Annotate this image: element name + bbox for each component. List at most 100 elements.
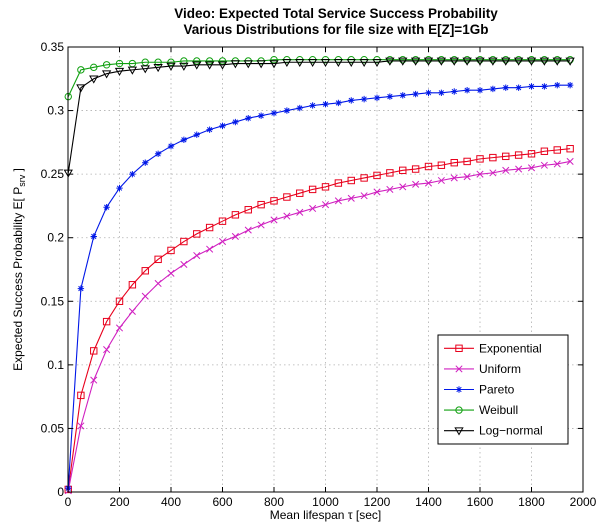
series-4 — [63, 57, 575, 178]
y-axis-label-end: ] — [11, 168, 25, 175]
data-point — [423, 57, 434, 66]
data-point — [348, 97, 355, 104]
data-point — [308, 185, 317, 194]
data-point — [218, 57, 227, 65]
data-point — [410, 57, 421, 66]
axis-ticks: 0 200 400 600 800 1000 1200 1400 1600 1800 2000 0 0.… — [41, 40, 597, 509]
legend-marker — [455, 344, 463, 353]
data-point — [154, 255, 162, 264]
data-point — [515, 165, 523, 173]
data-point — [296, 104, 303, 112]
data-point — [193, 230, 201, 238]
data-point — [231, 211, 240, 219]
data-point — [553, 146, 561, 154]
data-point — [501, 57, 511, 66]
data-point — [102, 61, 111, 69]
legend-entry: Exponential — [444, 341, 542, 355]
data-point — [128, 307, 136, 316]
data-point — [373, 188, 381, 196]
data-point — [244, 226, 252, 234]
data-point — [346, 58, 356, 68]
data-point — [502, 152, 510, 161]
x-tick-label: 1400 — [415, 495, 442, 509]
data-point — [307, 58, 318, 68]
data-point — [412, 180, 420, 188]
data-point — [515, 84, 522, 91]
data-point — [399, 92, 406, 99]
data-point — [232, 118, 239, 126]
data-point — [451, 88, 458, 95]
data-point — [115, 324, 124, 332]
data-point — [270, 56, 278, 64]
x-tick-label: 200 — [109, 495, 129, 509]
data-point — [411, 165, 420, 173]
data-point — [296, 208, 304, 216]
legend-marker — [455, 386, 463, 393]
data-point — [76, 84, 86, 93]
data-point — [399, 183, 407, 191]
data-point — [206, 245, 214, 253]
data-point — [449, 57, 459, 66]
data-point — [282, 58, 292, 68]
data-point — [489, 153, 497, 162]
data-point — [218, 217, 227, 225]
data-point — [103, 204, 110, 211]
data-point — [566, 145, 574, 153]
data-point — [140, 65, 150, 74]
data-point — [502, 166, 510, 174]
data-point — [386, 185, 394, 193]
data-point — [554, 81, 561, 89]
data-point — [167, 58, 175, 66]
data-point — [334, 179, 343, 187]
data-point — [90, 63, 98, 72]
data-point — [90, 233, 97, 240]
data-point — [128, 281, 137, 289]
y-tick-label: 0.35 — [41, 40, 65, 54]
data-point — [193, 131, 200, 138]
data-point — [412, 90, 419, 98]
data-point — [335, 99, 342, 107]
data-point — [540, 147, 549, 155]
data-point — [489, 169, 497, 177]
legend-label: Log−normal — [479, 424, 543, 438]
data-point — [141, 292, 149, 300]
data-point — [154, 58, 162, 66]
data-point — [437, 176, 445, 185]
y-tick-label: 0.25 — [41, 167, 65, 181]
data-point — [193, 57, 201, 65]
data-point — [90, 376, 98, 384]
data-point — [230, 60, 241, 69]
legend-entry: Pareto — [444, 383, 515, 397]
data-point — [269, 60, 279, 69]
legend-marker — [455, 365, 463, 373]
data-point — [77, 422, 85, 430]
data-point — [476, 87, 484, 94]
data-point — [205, 57, 214, 65]
y-tick-label: 0.1 — [47, 358, 64, 372]
legend-label: Exponential — [479, 341, 542, 355]
data-point — [526, 57, 537, 66]
data-point — [386, 169, 394, 177]
x-tick-label: 2000 — [570, 495, 597, 509]
data-point — [77, 391, 85, 400]
data-point — [321, 183, 330, 191]
x-tick-label: 400 — [161, 495, 181, 509]
legend: Exponential Uniform Pareto Weibull Log−norma… — [437, 334, 569, 445]
data-point — [359, 58, 369, 68]
data-point — [103, 346, 111, 354]
data-point — [566, 81, 574, 89]
y-tick-label: 0 — [57, 485, 64, 499]
data-point — [180, 260, 188, 268]
data-point — [206, 126, 213, 133]
data-point — [450, 159, 458, 167]
data-point — [115, 297, 124, 305]
x-tick-label: 800 — [264, 495, 284, 509]
data-point — [217, 61, 228, 70]
data-point — [101, 70, 112, 79]
y-axis-label-sub: srv — [17, 174, 27, 186]
data-point — [102, 317, 111, 326]
data-point — [179, 62, 189, 71]
data-point — [243, 60, 253, 69]
data-point — [527, 164, 536, 172]
y-tick-label: 0.2 — [47, 231, 64, 245]
